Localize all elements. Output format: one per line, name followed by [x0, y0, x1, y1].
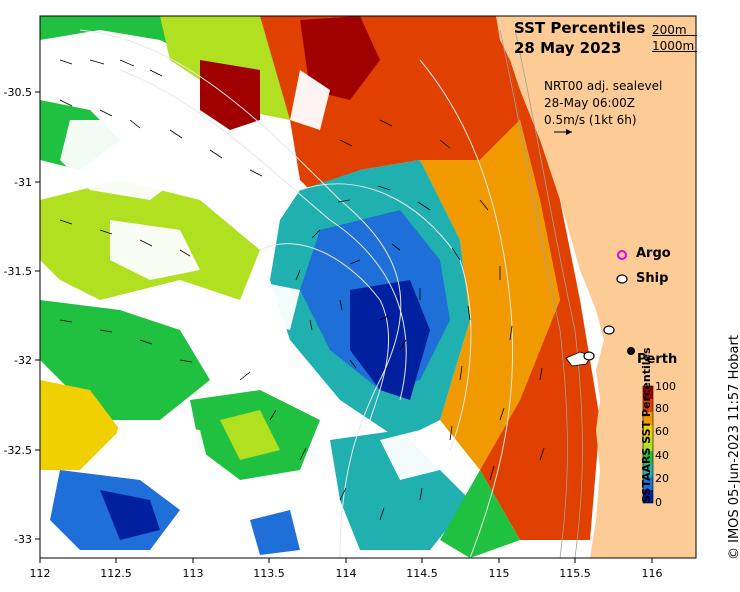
x-tick: 115.5: [559, 567, 591, 580]
colorbar-label: SSTAARS SST Percentiles: [640, 347, 653, 504]
colorbar-tick: 40: [655, 449, 669, 462]
ship-marker-icon: [616, 274, 628, 284]
x-axis-labels: 112 112.5 113 113.5 114 114.5 115 115.5 …: [30, 567, 663, 580]
x-tick: 112: [30, 567, 51, 580]
info-line3: 0.5m/s (1kt 6h): [544, 113, 637, 127]
x-tick: 116: [642, 567, 663, 580]
colorbar-tick: 20: [655, 472, 669, 485]
title-line2: 28 May 2023: [514, 39, 622, 57]
colorbar-tick: 0: [655, 496, 662, 509]
plot-frame: [39, 15, 697, 559]
y-tick: -31.5: [4, 265, 32, 278]
y-axis-labels: -30.5 -31 -31.5 -32 -32.5 -33: [4, 86, 32, 546]
colorbar-tick: 60: [655, 425, 669, 438]
colorbar-tick: 80: [655, 402, 669, 415]
legend-argo: Argo: [636, 246, 671, 261]
contour-200m-line: [652, 35, 697, 36]
x-tick: 115: [489, 567, 510, 580]
info-line2: 28-May 06:00Z: [544, 96, 636, 110]
y-tick: -33: [14, 533, 32, 546]
title-line1: SST Percentiles: [514, 19, 646, 37]
y-tick: -32: [14, 354, 32, 367]
contour-1000m-label: 1000m: [652, 39, 695, 53]
contour-key: 200m 1000m: [652, 22, 697, 53]
credit-text: © IMOS 05-Jun-2023 11:57 Hobart: [727, 335, 740, 560]
city-marker-icon: [627, 347, 635, 355]
x-tick: 114: [336, 567, 357, 580]
legend-ship: Ship: [636, 271, 669, 286]
info-block: NRT00 adj. sealevel 28-May 06:00Z 0.5m/s…: [544, 78, 662, 129]
x-tick: 113: [183, 567, 204, 580]
contour-1000m-line: [652, 51, 697, 52]
y-tick: -31: [14, 176, 32, 189]
colorbar: [642, 385, 654, 504]
argo-marker-icon: [617, 250, 627, 260]
x-tick: 112.5: [100, 567, 132, 580]
colorbar-tick: 100: [655, 380, 676, 393]
map-title: SST Percentiles 28 May 2023: [514, 18, 645, 58]
contour-200m-label: 200m: [652, 23, 687, 37]
city-label: Perth: [637, 352, 678, 367]
y-tick: -32.5: [4, 444, 32, 457]
y-tick: -30.5: [4, 86, 32, 99]
x-tick: 113.5: [253, 567, 285, 580]
current-arrows: [59, 59, 545, 521]
x-tick: 114.5: [406, 567, 438, 580]
info-line1: NRT00 adj. sealevel: [544, 79, 663, 93]
